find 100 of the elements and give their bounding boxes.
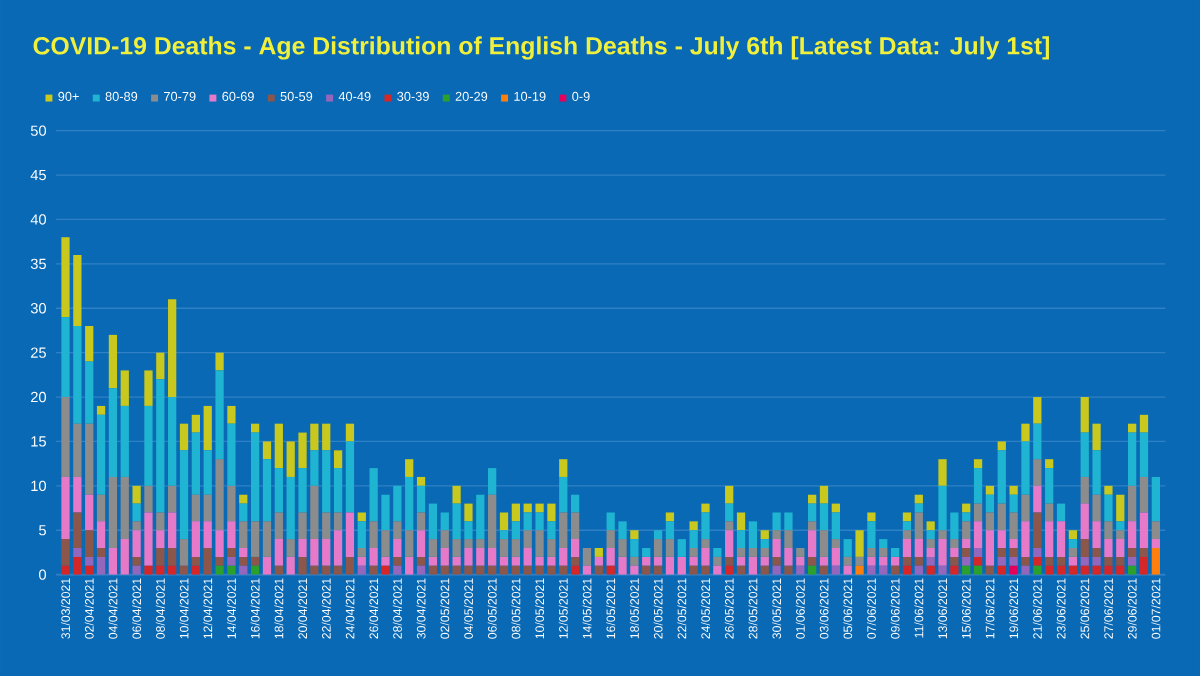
- bar: [914, 556, 923, 566]
- bar: [239, 521, 248, 548]
- bar: [831, 539, 840, 548]
- bar: [168, 299, 177, 398]
- bar: [357, 548, 366, 557]
- bar: [1139, 476, 1149, 513]
- bar: [416, 530, 426, 557]
- bar: [274, 468, 283, 513]
- bar: [570, 556, 580, 566]
- bar: [689, 548, 698, 557]
- bar: [1151, 521, 1160, 540]
- bar: [713, 548, 722, 557]
- bar: [464, 503, 473, 522]
- bar: [1139, 432, 1149, 477]
- bar: [1128, 485, 1137, 522]
- bar: [1116, 494, 1125, 522]
- bar: [96, 556, 106, 575]
- bar: [985, 512, 995, 531]
- bar: [855, 530, 864, 557]
- bar: [725, 530, 734, 557]
- bar: [108, 476, 118, 548]
- bar: [760, 539, 769, 548]
- bar: [902, 539, 912, 557]
- bar: [405, 530, 414, 557]
- bar: [950, 539, 959, 548]
- bar: [428, 556, 438, 566]
- bar: [179, 450, 189, 540]
- bar: [488, 548, 497, 566]
- bar: [227, 548, 236, 557]
- bar: [902, 521, 912, 531]
- bar: [808, 530, 817, 557]
- bar: [642, 556, 651, 566]
- bar: [250, 556, 260, 566]
- bar: [452, 485, 461, 504]
- bar: [867, 512, 876, 522]
- bar: [1033, 548, 1042, 557]
- bar: [191, 556, 200, 566]
- bar: [962, 539, 971, 548]
- bar: [345, 556, 355, 575]
- bar: [1139, 512, 1149, 548]
- bar: [132, 485, 141, 504]
- bar: [1104, 494, 1113, 522]
- bar: [108, 548, 118, 575]
- bar: [701, 539, 710, 548]
- bar: [962, 512, 971, 522]
- bar: [499, 530, 509, 540]
- bar: [239, 494, 248, 504]
- bar: [1139, 548, 1149, 557]
- bar: [132, 565, 141, 575]
- bar: [1033, 397, 1042, 424]
- bar: [1128, 521, 1137, 548]
- bar: [973, 459, 983, 469]
- bar: [96, 405, 106, 415]
- bar: [357, 521, 366, 548]
- bar: [274, 423, 283, 469]
- bar: [1021, 556, 1030, 566]
- bar: [96, 521, 106, 548]
- bar: [511, 521, 520, 540]
- bar: [1068, 530, 1078, 540]
- bar: [1033, 485, 1042, 513]
- bar: [914, 512, 923, 540]
- bar: [191, 414, 200, 433]
- bar: [96, 494, 106, 522]
- bar: [250, 423, 260, 433]
- bar: [831, 548, 840, 566]
- bar: [594, 548, 603, 557]
- bar: [168, 512, 177, 548]
- bar: [914, 494, 923, 504]
- bar: [926, 530, 935, 540]
- bar: [203, 405, 212, 451]
- bar: [985, 530, 995, 566]
- bar: [926, 556, 935, 566]
- bar: [85, 556, 94, 566]
- bar: [962, 521, 971, 540]
- bar: [938, 459, 947, 486]
- bar: [132, 503, 141, 522]
- bar: [499, 512, 509, 531]
- bar: [665, 539, 675, 557]
- bar: [96, 548, 106, 557]
- bar: [85, 361, 94, 424]
- bar: [570, 512, 580, 540]
- bar: [120, 405, 129, 477]
- bar: [144, 485, 153, 513]
- bar: [179, 423, 189, 451]
- bar: [570, 494, 580, 513]
- bar: [499, 556, 509, 566]
- bar: [1128, 548, 1137, 557]
- bar: [250, 521, 260, 557]
- bar: [772, 556, 781, 566]
- bar: [1033, 556, 1042, 566]
- bar: [559, 459, 568, 477]
- bar: [1056, 503, 1066, 522]
- bar: [938, 530, 947, 540]
- bar: [345, 441, 355, 513]
- bar: [831, 512, 840, 540]
- bar: [819, 556, 829, 566]
- bar: [262, 441, 272, 460]
- bar: [594, 556, 603, 566]
- bar: [239, 503, 248, 522]
- bar: [808, 556, 817, 566]
